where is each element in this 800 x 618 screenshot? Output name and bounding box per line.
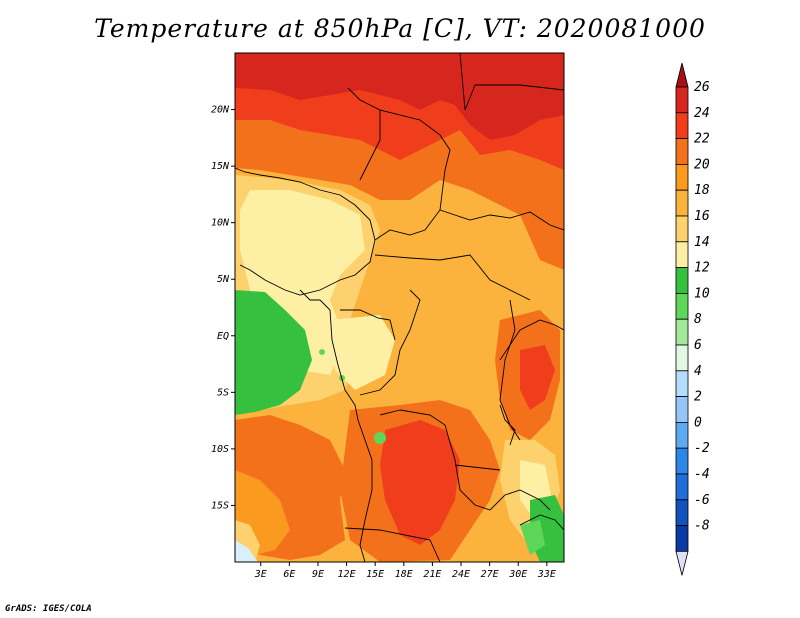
lon-tick-label: 9E [312,569,324,580]
colorbar-segment [675,499,689,526]
colorbar-segment [675,421,689,449]
field-24-south [380,420,460,545]
colorbar-segment [675,318,689,346]
field-24-east [520,345,555,410]
colorbar-label: 24 [694,106,710,121]
lon-tick-label: 12E [338,569,356,580]
lat-tick-label: EQ [217,331,229,342]
colorbar-label: 20 [694,157,710,172]
lon-tick-label: 24E [452,569,470,580]
field-12-ocean [235,290,312,415]
lon-tick-label: 27E [481,569,499,580]
colorbar-label: 26 [694,80,710,95]
colorbar-label: -6 [694,493,710,508]
colorbar-segment [675,241,689,269]
colorbar-label: 10 [694,286,710,301]
lon-tick-label: 33E [537,569,556,580]
colorbar-label: 12 [694,261,710,276]
colorbar-segment [675,163,689,191]
lon-tick-label: 3E [254,569,267,580]
field-26-north [235,53,564,140]
colorbar-label: 4 [694,364,702,379]
field-spot-1 [374,432,386,444]
lat-tick-label: 10N [211,218,230,229]
colorbar-segment [675,344,689,372]
lon-tick-label: 21E [423,569,441,580]
lon-tick-label: 30E [508,569,527,580]
map-area [235,53,564,562]
colorbar-segment [675,473,689,501]
grads-credit: GrADS: IGES/COLA [5,604,92,614]
colorbar-label: 16 [694,209,710,224]
map-frame [234,52,565,563]
field-10-southeast [520,520,545,555]
colorbar-segment [675,215,689,243]
colorbar-label: 22 [694,132,710,147]
colorbar-bottom-arrow [675,551,689,576]
colorbar-segment [675,447,689,475]
lat-tick-label: 15S [211,500,229,511]
colorbar-segment [675,370,689,397]
longitude-axis: 3E 6E 9E 12E 15E 18E 21E 24E 27E 30E 33E [254,562,556,580]
lat-tick-label: 20N [211,105,230,116]
field-14-gabon [330,315,395,390]
colorbar-label: 8 [694,312,702,327]
chart-title: Temperature at 850hPa [C], VT: 202008100… [94,14,706,43]
colorbar-top-arrow [675,62,689,88]
lat-tick-label: 5N [217,274,230,285]
field-6-corner [235,540,258,562]
lat-tick-label: 10S [211,444,229,455]
colorbar-segment [675,112,689,140]
colorbar-segment [675,267,689,294]
lat-tick-label: 15N [211,161,230,172]
colorbar-segment [675,292,689,320]
lon-tick-label: 18E [395,569,413,580]
field-spot-2 [319,349,325,355]
colorbar-label: -8 [694,519,710,534]
colorbar-segment [675,86,689,114]
lon-tick-label: 15E [366,569,384,580]
lat-tick-label: 5S [217,387,229,398]
latitude-axis: 20N 15N 10N 5N EQ 5S 10S 15S [211,105,235,511]
lon-tick-label: 6E [283,569,295,580]
colorbar-segment [675,189,689,217]
colorbar-label: -2 [694,441,710,456]
colorbar-label: 0 [694,415,702,430]
political-borders [235,53,564,562]
colorbar-label: -4 [694,467,710,482]
colorbar-label: 6 [694,338,702,353]
colorbar-label: 2 [694,390,702,405]
colorbar-label: 14 [694,235,710,250]
colorbar-segment [675,138,689,165]
colorbar-label: 18 [694,183,710,198]
colorbar-segment [675,396,689,423]
colorbar-segment [675,525,689,552]
